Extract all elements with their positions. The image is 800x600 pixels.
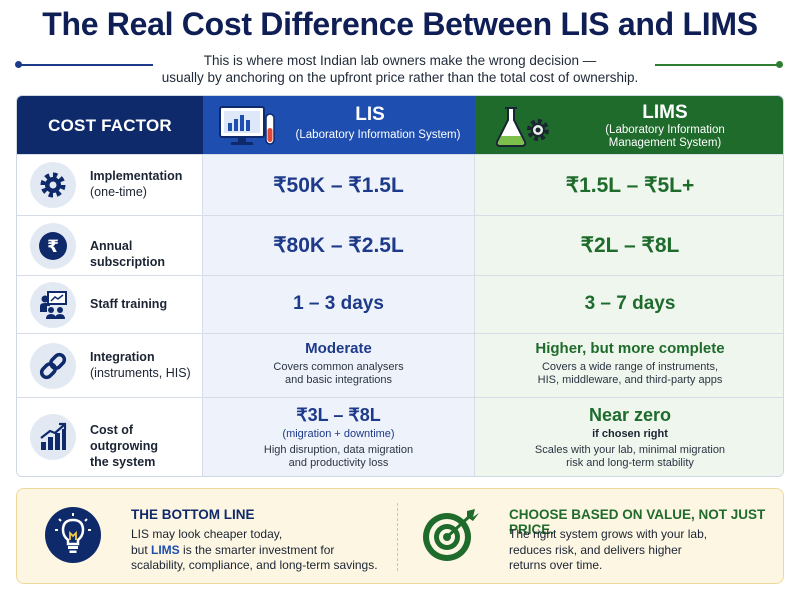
lims-note: Scales with your lab, minimal migration: [534, 444, 726, 456]
factor-label: Staff training: [90, 297, 168, 311]
choose-text: reduces risk, and delivers higher: [509, 542, 682, 557]
header-cost-factor: COST FACTOR: [17, 96, 203, 154]
lis-qualifier: (migration + downtime): [282, 428, 395, 440]
table-row: ₹ Annual subscription ₹80K – ₹2.5L ₹2L –…: [17, 215, 783, 275]
lightbulb-icon: [55, 513, 91, 553]
lis-note: Covers common analysers: [273, 361, 404, 373]
lims-note: HIS, middleware, and third-party apps: [537, 374, 723, 386]
factor-sub: (one-time): [90, 185, 147, 199]
factor-label: Implementation: [90, 169, 183, 183]
lis-value: ₹80K – ₹2.5L: [273, 234, 404, 257]
lis-name: LIS: [355, 104, 385, 125]
monitor-chart-icon: [219, 106, 275, 145]
table-row: Integration (instruments, HIS) Moderate …: [17, 333, 783, 397]
rupee-icon: ₹: [39, 232, 67, 260]
bottom-line-text: scalability, compliance, and long-term s…: [131, 558, 378, 572]
table-row: Cost of outgrowing the system ₹3L – ₹8L …: [17, 397, 783, 476]
bottom-line-text: is the smarter investment for: [179, 542, 335, 557]
gear-icon: [40, 172, 66, 198]
lis-value: 1 – 3 days: [293, 293, 384, 314]
divider-line: [655, 64, 780, 66]
lims-note: Covers a wide range of instruments,: [541, 361, 719, 373]
table-row: Implementation (one-time) ₹50K – ₹1.5L ₹…: [17, 154, 783, 215]
subtitle-line: usually by anchoring on the upfront pric…: [161, 70, 639, 85]
header-lis: LIS (Laboratory Information System): [203, 96, 475, 154]
divider-dot: [776, 61, 783, 68]
choose-text: The right system grows with your lab,: [509, 527, 708, 541]
lis-value: ₹50K – ₹1.5L: [273, 174, 404, 197]
lims-note: risk and long-term stability: [566, 457, 694, 469]
subtitle-line: This is where most Indian lab owners mak…: [203, 53, 597, 68]
factor-label-2: the system: [90, 455, 156, 469]
page-title: The Real Cost Difference Between LIS and…: [42, 6, 758, 42]
lims-value: ₹2L – ₹8L: [580, 234, 680, 257]
flask-gear-icon: [495, 107, 549, 147]
factor-label: Annual subscription: [90, 239, 166, 269]
lis-value: Moderate: [305, 340, 372, 357]
divider: [397, 503, 398, 571]
choose-title: CHOOSE BASED ON VALUE, NOT JUST PRICE.: [509, 507, 766, 537]
lightbulb-badge: [45, 507, 101, 563]
lis-value: ₹3L – ₹8L: [296, 405, 381, 425]
lims-qualifier: if chosen right: [592, 428, 668, 440]
bottom-line-text: LIS may look cheaper today,: [131, 527, 283, 541]
lims-name: LIMS: [642, 102, 688, 123]
lis-note: and basic integrations: [284, 374, 392, 386]
link-icon: [39, 352, 67, 380]
lims-value: ₹1.5L – ₹5L+: [565, 174, 695, 197]
factor-label: Cost of outgrowing: [90, 423, 159, 453]
bottom-line-banner: THE BOTTOM LINE LIS may look cheaper tod…: [16, 488, 784, 584]
factor-label: Integration: [90, 350, 155, 364]
lis-note: High disruption, data migration: [263, 444, 414, 456]
growth-chart-icon: [40, 422, 67, 450]
lis-full-name: (Laboratory Information System): [295, 129, 461, 141]
lims-value: Near zero: [588, 405, 672, 425]
bottom-line-text: but: [131, 542, 152, 557]
factor-sub: (instruments, HIS): [90, 366, 191, 380]
lims-highlight: LIMS: [151, 542, 180, 557]
lis-note: and productivity loss: [288, 457, 389, 469]
target-badge: [421, 507, 479, 563]
lims-value: 3 – 7 days: [584, 293, 676, 314]
choose-text: returns over time.: [509, 558, 603, 572]
lims-full-name-1: (Laboratory Information: [605, 124, 725, 136]
bottom-line-title: THE BOTTOM LINE: [131, 507, 255, 522]
subtitle: This is where most Indian lab owners mak…: [0, 52, 800, 86]
divider-line: [18, 64, 153, 66]
comparison-table: COST FACTOR LIS (Laboratory Information …: [16, 95, 784, 477]
lims-value: Higher, but more complete: [535, 340, 725, 357]
lims-full-name-2: Management System): [608, 137, 722, 149]
header-lims: LIMS (Laboratory Information Management …: [475, 96, 783, 154]
training-icon: [40, 291, 67, 319]
svg-text:₹: ₹: [47, 237, 59, 257]
table-row: Staff training 1 – 3 days 3 – 7 days: [17, 275, 783, 333]
divider-dot: [15, 61, 22, 68]
target-icon: [423, 509, 479, 561]
